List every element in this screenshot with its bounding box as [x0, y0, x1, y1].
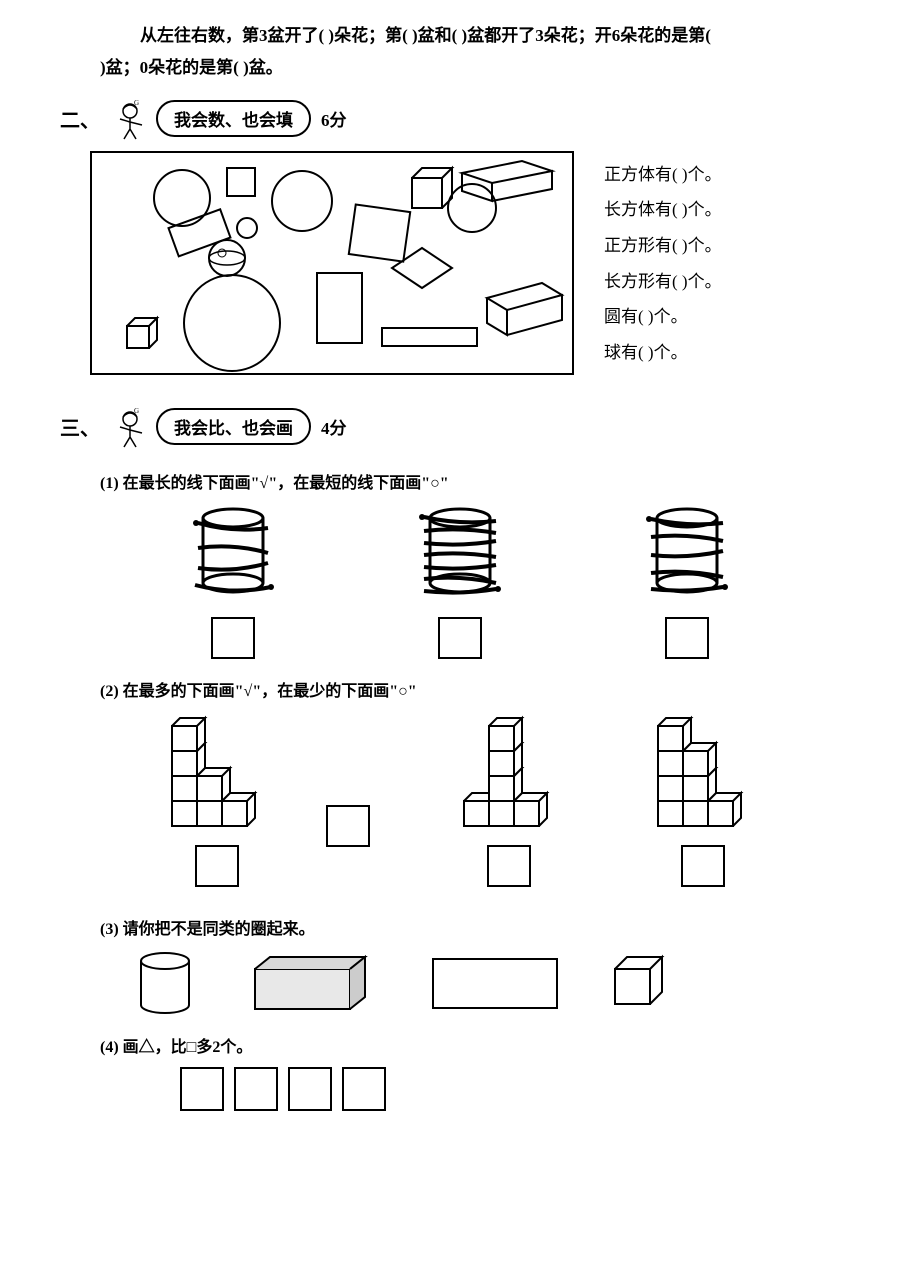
count-square: 正方形有( )个。	[604, 228, 722, 264]
q3-2-text: (2) 在最多的下面画"√"，在最少的下面画"○"	[60, 677, 860, 701]
answer-box[interactable]	[195, 845, 239, 887]
section-2-bubble: 我会数、也会填	[156, 100, 311, 137]
q3-4-squares	[60, 1067, 860, 1111]
count-cube: 正方体有( )个。	[604, 157, 722, 193]
count-sphere: 球有( )个。	[604, 335, 722, 371]
cylinder-rope-3	[637, 503, 737, 603]
cube-stack-1	[162, 711, 272, 831]
cube-stack-3	[648, 711, 758, 831]
q3-1-text: (1) 在最长的线下面画"√"，在最短的线下面画"○"	[60, 469, 860, 493]
intro-line-2: )盆；0朵花的是第( )盆。	[60, 52, 860, 84]
svg-text:G: G	[134, 407, 139, 415]
rectangle-shape	[430, 956, 560, 1011]
cuboid-shaded	[250, 954, 380, 1014]
mascot-icon: G	[106, 403, 154, 451]
count-circle: 圆有( )个。	[604, 299, 722, 335]
q3-3-figures	[60, 949, 860, 1019]
q3-2-figures	[60, 711, 860, 887]
section-2-num: 二、	[60, 104, 100, 133]
square-box	[288, 1067, 332, 1111]
answer-box[interactable]	[211, 617, 255, 659]
section-3-score: 4分	[321, 414, 347, 439]
q3-3-text: (3) 请你把不是同类的圈起来。	[60, 915, 860, 939]
cylinder-shape	[130, 949, 200, 1019]
cylinder-rope-1	[183, 503, 283, 603]
intro-line-1: 从左往右数，第3盆开了( )朵花；第( )盆和( )盆都开了3朵花；开6朵花的是…	[60, 20, 860, 52]
q3-4-text: (4) 画△，比□多2个。	[60, 1033, 860, 1057]
answer-box[interactable]	[665, 617, 709, 659]
count-rect: 长方形有( )个。	[604, 264, 722, 300]
section-3-header: 三、 G 我会比、也会画 4分	[60, 403, 860, 451]
answer-box[interactable]	[487, 845, 531, 887]
shapes-box	[90, 151, 574, 375]
square-box	[180, 1067, 224, 1111]
square-box	[342, 1067, 386, 1111]
section-3-num: 三、	[60, 412, 100, 441]
section-2-header: 二、 G 我会数、也会填 6分	[60, 95, 860, 143]
answer-box[interactable]	[681, 845, 725, 887]
answer-box[interactable]	[326, 805, 370, 847]
shape-count-list: 正方体有( )个。 长方体有( )个。 正方形有( )个。 长方形有( )个。 …	[604, 151, 722, 371]
svg-text:G: G	[134, 99, 139, 107]
section-2-score: 6分	[321, 106, 347, 131]
q3-1-figures	[60, 503, 860, 659]
small-cube	[610, 954, 670, 1014]
cylinder-rope-2	[410, 503, 510, 603]
count-cuboid: 长方体有( )个。	[604, 192, 722, 228]
section-3-bubble: 我会比、也会画	[156, 408, 311, 445]
answer-box[interactable]	[438, 617, 482, 659]
mascot-icon: G	[106, 95, 154, 143]
cube-stack-2	[454, 711, 564, 831]
square-box	[234, 1067, 278, 1111]
